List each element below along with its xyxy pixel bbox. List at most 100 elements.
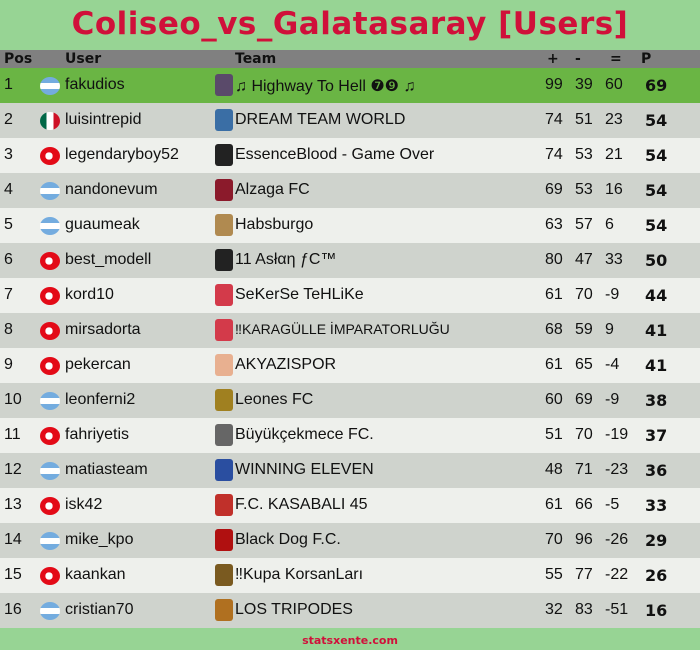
team-link[interactable]: Leones FC [235, 391, 314, 408]
user-link[interactable]: legendaryboy52 [65, 146, 179, 163]
table-row: 3 legendaryboy52 EssenceBlood - Game Ove… [0, 138, 700, 173]
difference: 23 [605, 111, 623, 128]
points: 54 [645, 216, 668, 235]
position: 14 [4, 531, 22, 548]
difference: 21 [605, 146, 623, 163]
table-row: 13 isk42 F.C. KASABALI 45 61 66 -5 33 [0, 488, 700, 523]
losses: 83 [575, 601, 593, 618]
points: 29 [645, 531, 668, 550]
team-link[interactable]: SeKerSe TeHLiKe [235, 286, 364, 303]
points: 16 [645, 601, 668, 620]
user-link[interactable]: kord10 [65, 286, 114, 303]
user-link[interactable]: kaankan [65, 566, 126, 583]
team-link[interactable]: ‼KARAGÜLLE İMPARATORLUĞU [235, 321, 450, 337]
team-link[interactable]: ‼Kupa KorsanLarı [235, 566, 364, 583]
position: 11 [4, 426, 21, 443]
table-row: 15 kaankan ‼Kupa KorsanLarı 55 77 -22 26 [0, 558, 700, 593]
user-link[interactable]: leonferni2 [65, 391, 136, 408]
flag-mexico-icon [40, 112, 60, 130]
team-link[interactable]: Büyükçekmece FC. [235, 426, 374, 443]
losses: 53 [575, 181, 593, 198]
team-logo-icon [215, 109, 233, 131]
team-link[interactable]: AKYAZISPOR [235, 356, 337, 373]
user-link[interactable]: mike_kpo [65, 531, 134, 548]
wins: 80 [545, 251, 563, 268]
table-row: 14 mike_kpo Black Dog F.C. 70 96 -26 29 [0, 523, 700, 558]
user-link[interactable]: cristian70 [65, 601, 134, 618]
losses: 77 [575, 566, 593, 583]
points: 33 [645, 496, 668, 515]
losses: 71 [575, 461, 593, 478]
user-link[interactable]: guaumeak [65, 216, 140, 233]
table-header: Pos User Team + - = P [0, 50, 700, 68]
wins: 68 [545, 321, 563, 338]
table-row: 16 cristian70 LOS TRIPODES 32 83 -51 16 [0, 593, 700, 628]
position: 8 [4, 321, 13, 338]
wins: 61 [545, 356, 563, 373]
team-link[interactable]: EssenceBlood - Game Over [235, 146, 435, 163]
team-link[interactable]: 11 Asłαη ƒC™ [235, 251, 337, 268]
team-logo-icon [215, 494, 233, 516]
team-link[interactable]: Alzaga FC [235, 181, 310, 198]
table-row: 4 nandonevum Alzaga FC 69 53 16 54 [0, 173, 700, 208]
team-link[interactable]: F.C. KASABALI 45 [235, 496, 368, 513]
user-link[interactable]: fakudios [65, 76, 125, 93]
user-link[interactable]: pekercan [65, 356, 131, 373]
position: 5 [4, 216, 13, 233]
user-link[interactable]: matiasteam [65, 461, 148, 478]
points: 37 [645, 426, 668, 445]
table-row: 5 guaumeak Habsburgo 63 57 6 54 [0, 208, 700, 243]
user-link[interactable]: nandonevum [65, 181, 158, 198]
wins: 48 [545, 461, 563, 478]
team-logo-icon [215, 179, 233, 201]
wins: 55 [545, 566, 563, 583]
position: 10 [4, 391, 22, 408]
team-logo-icon [215, 144, 233, 166]
flag-turkey-icon [40, 567, 60, 585]
team-link[interactable]: WINNING ELEVEN [235, 461, 374, 478]
team-logo-icon [215, 424, 233, 446]
flag-turkey-icon [40, 357, 60, 375]
wins: 51 [545, 426, 563, 443]
wins: 60 [545, 391, 563, 408]
flag-argentina-icon [40, 392, 60, 410]
difference: -5 [605, 496, 620, 513]
flag-turkey-icon [40, 287, 60, 305]
wins: 69 [545, 181, 563, 198]
difference: -22 [605, 566, 629, 583]
team-logo-icon [215, 459, 233, 481]
footer-link[interactable]: statsxente.com [302, 634, 398, 647]
losses: 39 [575, 76, 593, 93]
user-link[interactable]: best_modell [65, 251, 152, 268]
losses: 70 [575, 426, 593, 443]
team-link[interactable]: ♫ Highway To Hell ❼❾ ♫ [235, 78, 416, 95]
header-team: Team [235, 51, 277, 67]
team-link[interactable]: LOS TRIPODES [235, 601, 353, 618]
difference: -23 [605, 461, 629, 478]
difference: 33 [605, 251, 623, 268]
position: 9 [4, 356, 13, 373]
user-link[interactable]: isk42 [65, 496, 103, 513]
losses: 53 [575, 146, 593, 163]
points: 38 [645, 391, 668, 410]
table-row: 11 fahriyetis Büyükçekmece FC. 51 70 -19… [0, 418, 700, 453]
position: 6 [4, 251, 13, 268]
flag-argentina-icon [40, 182, 60, 200]
header-diff: = [610, 51, 622, 67]
user-link[interactable]: luisintrepid [65, 111, 142, 128]
position: 1 [4, 76, 13, 93]
table-row: 8 mirsadorta ‼KARAGÜLLE İMPARATORLUĞU 68… [0, 313, 700, 348]
team-link[interactable]: Black Dog F.C. [235, 531, 341, 548]
user-link[interactable]: fahriyetis [65, 426, 130, 443]
difference: 60 [605, 76, 623, 93]
team-logo-icon [215, 529, 233, 551]
difference: -4 [605, 356, 620, 373]
difference: -51 [605, 601, 629, 618]
team-link[interactable]: Habsburgo [235, 216, 314, 233]
flag-turkey-icon [40, 252, 60, 270]
points: 54 [645, 146, 668, 165]
team-link[interactable]: DREAM TEAM WORLD [235, 111, 406, 128]
user-link[interactable]: mirsadorta [65, 321, 141, 338]
page-title: Coliseo_vs_Galatasaray [Users] [71, 6, 629, 42]
position: 12 [4, 461, 22, 478]
